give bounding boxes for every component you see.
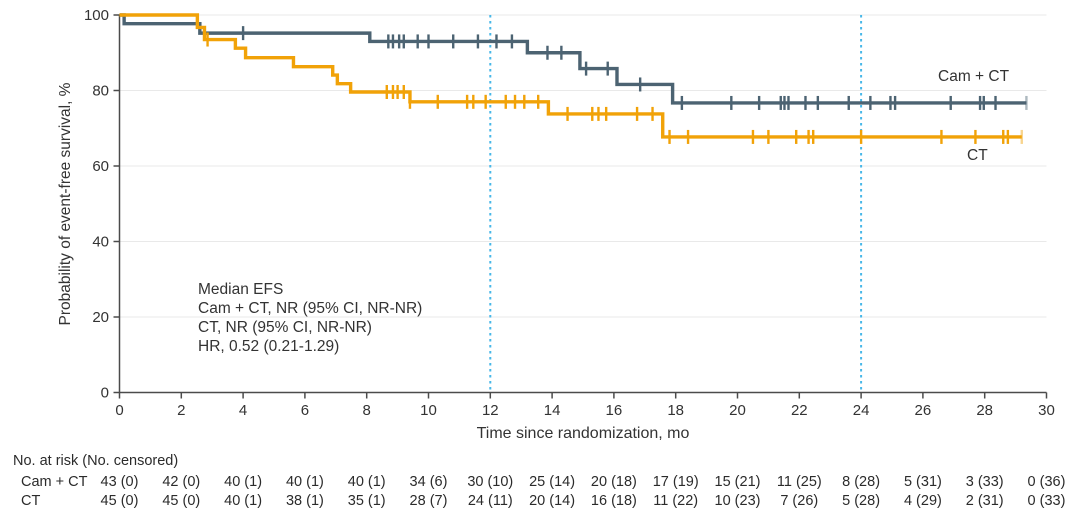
x-tick-label: 2 — [177, 402, 185, 419]
y-tick-label: 0 — [101, 385, 109, 402]
risk-row-label-ct: CT — [21, 493, 40, 509]
x-tick-label: 20 — [729, 402, 746, 419]
x-tick-label: 6 — [301, 402, 309, 419]
survival-curve-ct — [119, 13, 1022, 139]
x-tick-label: 16 — [606, 402, 623, 419]
risk-value: 42 (0) — [162, 474, 200, 490]
x-axis-title: Time since randomization, mo — [477, 425, 690, 442]
risk-value: 20 (14) — [529, 493, 575, 509]
annotation-median-efs: Median EFS — [198, 281, 283, 298]
risk-value: 20 (18) — [591, 474, 637, 490]
risk-row-label-cam-ct: Cam + CT — [21, 474, 88, 490]
annotation-cam-ct-ci: Cam + CT, NR (95% CI, NR-NR) — [198, 300, 422, 317]
risk-value: 15 (21) — [715, 474, 761, 490]
x-tick-label: 28 — [976, 402, 993, 419]
risk-value: 7 (26) — [780, 493, 818, 509]
risk-value: 0 (36) — [1028, 474, 1066, 490]
y-tick-label: 40 — [92, 234, 109, 251]
x-tick-label: 22 — [791, 402, 808, 419]
risk-value: 17 (19) — [653, 474, 699, 490]
risk-value: 45 (0) — [101, 493, 139, 509]
risk-value: 24 (11) — [468, 493, 513, 509]
risk-value: 28 (7) — [410, 493, 448, 509]
risk-value: 11 (25) — [777, 474, 822, 490]
risk-value: 4 (29) — [904, 493, 942, 509]
x-tick-label: 12 — [482, 402, 499, 419]
x-tick-label: 4 — [239, 402, 247, 419]
annotation-hazard-ratio: HR, 0.52 (0.21-1.29) — [198, 338, 339, 355]
survival-curve-cam-ct — [119, 13, 1027, 105]
curve-label-cam-ct: Cam + CT — [938, 68, 1010, 85]
risk-value: 0 (33) — [1028, 493, 1066, 509]
risk-value: 40 (1) — [224, 493, 262, 509]
risk-value: 40 (1) — [224, 474, 262, 490]
risk-value: 2 (31) — [966, 493, 1004, 509]
x-tick-label: 30 — [1038, 402, 1055, 419]
y-tick-label: 60 — [92, 158, 109, 175]
y-tick-label: 20 — [92, 309, 109, 326]
risk-value: 8 (28) — [842, 474, 880, 490]
risk-table-header: No. at risk (No. censored) — [13, 453, 178, 469]
annotation-ct-ci: CT, NR (95% CI, NR-NR) — [198, 319, 372, 336]
x-tick-label: 14 — [544, 402, 561, 419]
x-tick-label: 10 — [420, 402, 437, 419]
risk-value: 45 (0) — [162, 493, 200, 509]
x-tick-label: 0 — [115, 402, 123, 419]
risk-value: 3 (33) — [966, 474, 1004, 490]
risk-value: 43 (0) — [101, 474, 139, 490]
risk-value: 30 (10) — [467, 474, 513, 490]
y-axis-title: Probability of event-free survival, % — [57, 82, 74, 325]
risk-value: 38 (1) — [286, 493, 324, 509]
risk-value: 11 (22) — [653, 493, 698, 509]
risk-value: 10 (23) — [715, 493, 761, 509]
risk-value: 25 (14) — [529, 474, 575, 490]
risk-value: 16 (18) — [591, 493, 637, 509]
risk-value: 5 (28) — [842, 493, 880, 509]
x-tick-label: 24 — [853, 402, 870, 419]
y-tick-label: 80 — [92, 83, 109, 100]
risk-value: 35 (1) — [348, 493, 386, 509]
curve-label-ct: CT — [967, 147, 988, 164]
chart-generated-layers: 0 2 4 6 8 10 12 14 16 18 20 22 24 26 28 300204060801004… — [84, 7, 1065, 509]
x-tick-label: 18 — [667, 402, 684, 419]
risk-value: 40 (1) — [348, 474, 386, 490]
risk-value: 5 (31) — [904, 474, 942, 490]
x-tick-label: 26 — [915, 402, 932, 419]
risk-value: 34 (6) — [410, 474, 448, 490]
x-tick-label: 8 — [363, 402, 371, 419]
risk-value: 40 (1) — [286, 474, 324, 490]
y-tick-label: 100 — [84, 7, 109, 24]
